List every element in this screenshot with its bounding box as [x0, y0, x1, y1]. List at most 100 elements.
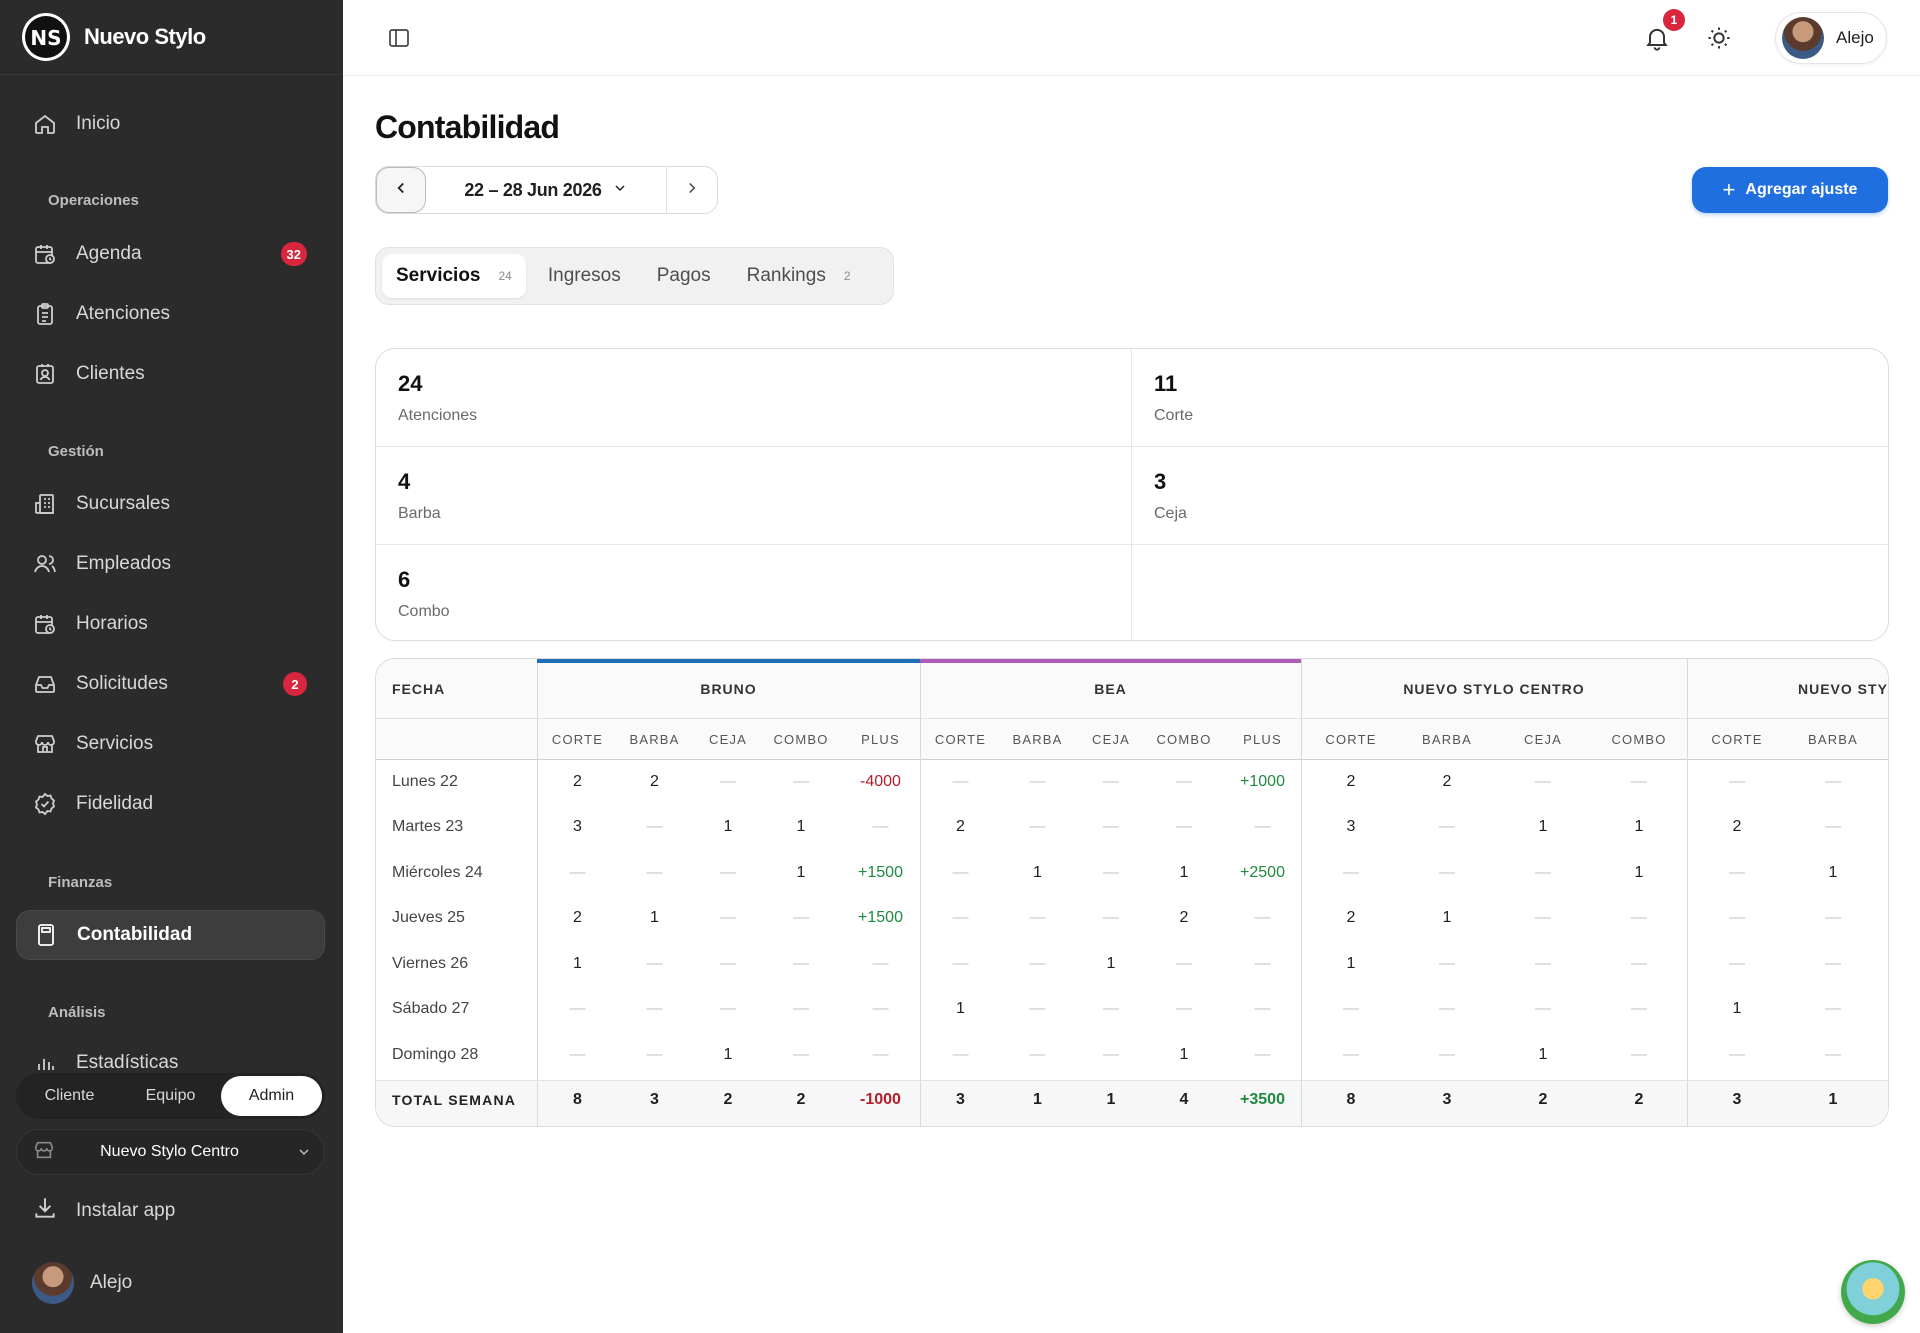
table-total-cell: +3500 — [1240, 1091, 1285, 1108]
table-cell: — — [952, 772, 969, 790]
sidebar: NS Nuevo Stylo Inicio Operaciones Agenda… — [0, 0, 343, 1333]
table-cell: 1 — [1634, 818, 1644, 835]
tabs: Servicios 24 Ingresos Pagos Rankings 2 — [375, 247, 894, 305]
brand-logo: NS — [22, 13, 70, 61]
chevron-left-icon — [392, 179, 410, 202]
table-cell: — — [1535, 1000, 1551, 1017]
tab-rankings[interactable]: Rankings 2 — [733, 254, 865, 298]
bell-icon[interactable] — [1643, 24, 1671, 52]
table-cell: — — [720, 954, 736, 972]
sun-icon[interactable] — [1705, 24, 1733, 52]
table-column-header: PLUS — [1243, 731, 1282, 747]
table-column-header: BARBA — [1012, 731, 1063, 747]
role-switch: Cliente Equipo Admin — [16, 1073, 325, 1119]
table-cell: — — [1343, 863, 1359, 881]
section-title-operaciones: Operaciones — [48, 192, 139, 209]
tab-pagos[interactable]: Pagos — [643, 254, 725, 298]
table-cell: — — [1029, 818, 1046, 835]
table-cell: — — [1254, 818, 1271, 835]
sidebar-item-solicitudes[interactable]: Solicitudes 2 — [16, 659, 325, 709]
tab-label: Ingresos — [547, 265, 621, 286]
badge-check-icon — [32, 791, 58, 817]
table-cell: 1 — [1538, 818, 1548, 835]
table-total-cell: 1 — [1828, 1091, 1838, 1108]
user-menu[interactable]: Alejo — [1775, 12, 1887, 64]
table-cell: 2 — [1346, 909, 1356, 926]
sidebar-item-servicios[interactable]: Servicios — [16, 719, 325, 769]
tab-servicios[interactable]: Servicios 24 — [382, 254, 526, 298]
sidebar-user[interactable]: Alejo — [32, 1262, 132, 1304]
tab-count: 24 — [498, 269, 512, 283]
stat-atenciones: 24 Atenciones — [376, 349, 1132, 446]
table-cell: 1 — [723, 1045, 733, 1063]
table-cell: 1 — [796, 818, 806, 835]
table-row-date: Lunes 22 — [392, 772, 458, 790]
previous-week-button[interactable] — [376, 167, 426, 213]
add-adjustment-button[interactable]: + Agregar ajuste — [1692, 167, 1888, 213]
table-column-header: CEJA — [1091, 731, 1131, 747]
table-cell: 1 — [1033, 863, 1042, 881]
table-cell: — — [1631, 954, 1647, 972]
next-week-button[interactable] — [667, 167, 717, 213]
table-total-cell: 3 — [1732, 1091, 1742, 1108]
divider — [537, 659, 538, 1126]
table-column-header: COMBO — [773, 731, 829, 747]
table-cell: — — [793, 1045, 809, 1063]
brand[interactable]: NS Nuevo Stylo — [0, 0, 343, 75]
table-group-header: BRUNO — [700, 680, 757, 697]
stat-value: 11 — [1154, 371, 1178, 396]
role-equipo-button[interactable]: Equipo — [145, 1087, 196, 1104]
table-cell: — — [1535, 909, 1551, 926]
table-cell: +1500 — [858, 863, 903, 881]
table-group-header: BEA — [1094, 680, 1127, 697]
sidebar-item-label: Solicitudes — [76, 673, 168, 694]
sidebar-item-horarios[interactable]: Horarios — [16, 599, 325, 649]
table-cell: 2 — [573, 772, 582, 790]
divider — [376, 759, 1888, 760]
table-cell: 1 — [573, 954, 582, 972]
role-admin-button[interactable]: Admin — [221, 1076, 322, 1116]
divider — [920, 659, 921, 1126]
table-cell: 1 — [796, 863, 806, 881]
week-range-select[interactable]: 22 – 28 Jun 2026 — [426, 167, 667, 213]
table-cell: — — [1825, 954, 1841, 972]
assistant-avatar[interactable] — [1841, 1260, 1905, 1324]
table-row-date: Martes 23 — [392, 818, 464, 835]
table-cell: — — [1825, 909, 1841, 926]
table-cell: — — [1176, 954, 1192, 972]
table-cell: 1 — [956, 1000, 965, 1017]
sidebar-item-inicio[interactable]: Inicio — [16, 99, 325, 149]
tab-label: Pagos — [656, 265, 711, 286]
sidebar-item-fidelidad[interactable]: Fidelidad — [16, 779, 325, 829]
sidebar-item-clientes[interactable]: Clientes — [16, 349, 325, 399]
sidebar-item-contabilidad[interactable]: Contabilidad — [16, 910, 325, 960]
sidebar-item-agenda[interactable]: Agenda 32 — [16, 229, 325, 279]
table-group-header: NUEVO STYLO — [1798, 680, 1888, 697]
table-cell: — — [1631, 1000, 1647, 1017]
table-cell: — — [1439, 863, 1455, 881]
table-cell: — — [1103, 772, 1119, 790]
sidebar-item-estadisticas[interactable]: Estadísticas — [16, 1040, 325, 1070]
install-app-button[interactable]: Instalar app — [32, 1195, 175, 1226]
sidebar-item-sucursales[interactable]: Sucursales — [16, 479, 325, 529]
sidebar-item-atenciones[interactable]: Atenciones — [16, 289, 325, 339]
users-icon — [32, 551, 58, 577]
table-total-cell: 8 — [573, 1091, 582, 1108]
table-column-header: BARBA — [1807, 731, 1859, 747]
home-icon — [32, 111, 58, 137]
table-cell: — — [1029, 772, 1046, 790]
week-picker: 22 – 28 Jun 2026 — [375, 166, 718, 214]
role-cliente-button[interactable]: Cliente — [44, 1087, 95, 1104]
branch-select[interactable]: Nuevo Stylo Centro — [16, 1129, 325, 1175]
stat-label: Ceja — [1154, 505, 1187, 522]
table-cell: — — [1103, 909, 1119, 926]
tab-ingresos[interactable]: Ingresos — [534, 254, 635, 298]
avatar — [1782, 17, 1824, 59]
table-group-header: NUEVO STYLO CENTRO — [1403, 680, 1585, 697]
divider — [376, 718, 1888, 719]
table-cell: — — [1029, 1000, 1046, 1017]
table-total-cell: 1 — [1033, 1091, 1042, 1108]
stat-value: 3 — [1154, 469, 1167, 494]
sidebar-item-empleados[interactable]: Empleados — [16, 539, 325, 589]
sidebar-toggle-icon[interactable] — [387, 26, 411, 50]
